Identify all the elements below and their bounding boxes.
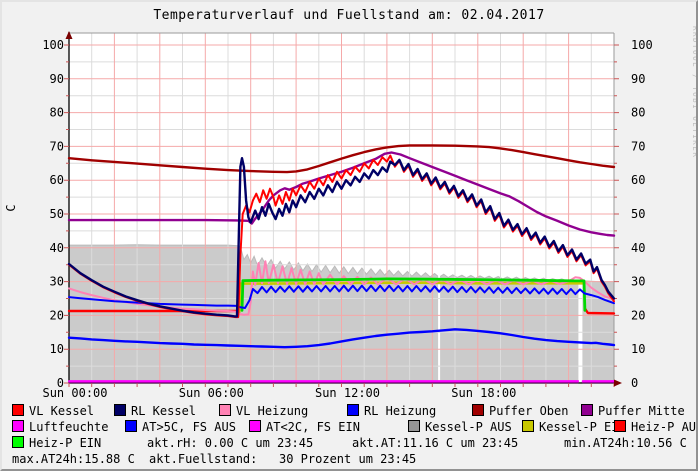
legend-label: VL Kessel	[29, 404, 95, 418]
y-axis-unit-label: C	[4, 204, 18, 211]
legend-item-heiz-p-ein: Heiz-P EIN	[12, 436, 101, 451]
legend-row-2: Luftfeuchte AT>5C, FS AUS AT<2C, FS EIN Kes…	[2, 420, 696, 436]
legend-item-kessel-p-ein: Kessel-P EIN	[522, 420, 626, 435]
y-tick-label-right: 90	[631, 72, 645, 86]
y-tick-label-right: 70	[631, 139, 645, 153]
legend-label: akt.Fuellstand:	[149, 452, 258, 466]
series-rl-kessel	[67, 156, 616, 318]
legend-label: VL Heizung	[236, 404, 309, 418]
stat-akt-rh-0-00-c-um-23-45: akt.rH: 0.00 C um 23:45	[147, 436, 313, 451]
legend-swatch-rl-kessel	[114, 404, 126, 416]
legend: VL Kessel RL Kessel VL Heizung RL Heizung Pu…	[2, 400, 696, 469]
legend-row-3: Heiz-P EIN akt.rH: 0.00 C um 23:45 akt.AT:…	[2, 436, 696, 452]
y-tick-label-left: 70	[50, 139, 64, 153]
legend-item-rl-kessel: RL Kessel	[114, 404, 196, 419]
legend-swatch-kessel-p-aus	[408, 420, 420, 432]
y-tick-label-left: 20	[50, 308, 64, 322]
stat-30-prozent-um-23-45: 30 Prozent um 23:45	[279, 452, 416, 467]
y-tick-label-right: 50	[631, 207, 645, 221]
legend-label: Heiz-P EIN	[29, 436, 102, 450]
axis-ticks	[64, 44, 619, 387]
legend-label: Kessel-P EIN	[539, 420, 626, 434]
y-tick-label-left: 50	[50, 207, 64, 221]
legend-label: 30 Prozent um 23:45	[279, 452, 417, 466]
y-tick-label-left: 0	[57, 376, 64, 390]
y-tick-label-right: 10	[631, 342, 645, 356]
y-tick-label-left: 40	[50, 241, 64, 255]
legend-item-kessel-p-aus: Kessel-P AUS	[408, 420, 512, 435]
legend-swatch-heiz-p-aus	[614, 420, 626, 432]
legend-label: AT>5C, FS AUS	[142, 420, 236, 434]
legend-item-puffer-oben: Puffer Oben	[472, 404, 568, 419]
legend-label: Heiz-P AUS	[631, 420, 698, 434]
x-tick-label: Sun 18:00	[451, 386, 516, 400]
legend-label: Luftfeuchte	[29, 420, 109, 434]
legend-swatch-at-5c-fs-aus	[125, 420, 137, 432]
y-tick-label-right: 100	[631, 38, 653, 52]
y-tick-label-right: 80	[631, 106, 645, 120]
legend-swatch-vl-kessel	[12, 404, 24, 416]
series-puffer-oben	[67, 144, 616, 174]
legend-item-luftfeuchte: Luftfeuchte	[12, 420, 108, 435]
legend-swatch-at-2c-fs-ein	[249, 420, 261, 432]
y-tick-label-left: 80	[50, 106, 64, 120]
y-tick-label-left: 60	[50, 173, 64, 187]
legend-item-heiz-p-aus: Heiz-P AUS	[614, 420, 698, 435]
legend-label: min.AT24h:10.56 C	[564, 436, 687, 450]
data-gap-0	[438, 264, 441, 382]
series-heiz-p-ein	[240, 277, 587, 312]
legend-swatch-rl-heizung	[347, 404, 359, 416]
legend-item-puffer-mitte: Puffer Mitte	[581, 404, 685, 419]
x-axis-arrow-icon	[614, 379, 622, 387]
legend-swatch-vl-heizung	[219, 404, 231, 416]
legend-swatch-kessel-p-ein	[522, 420, 534, 432]
y-axis-arrow-icon	[65, 31, 73, 39]
y-tick-label-right: 30	[631, 275, 645, 289]
legend-swatch-luftfeuchte	[12, 420, 24, 432]
legend-label: akt.rH: 0.00 C um 23:45	[147, 436, 314, 450]
legend-row-4: max.AT24h:15.88 C akt.Fuellstand: 30 Proze…	[2, 452, 696, 468]
stat-min-at24h-10-56-c: min.AT24h:10.56 C	[564, 436, 687, 451]
stat-max-at24h-15-88-c: max.AT24h:15.88 C	[12, 452, 135, 467]
y-tick-label-left: 100	[42, 38, 64, 52]
y-tick-label-right: 20	[631, 308, 645, 322]
watermark: RRDTOOL / TOBI OETIKER	[691, 26, 698, 158]
legend-label: RL Kessel	[131, 404, 197, 418]
series-rl-heizung	[68, 284, 615, 309]
x-tick-label: Sun 06:00	[179, 386, 244, 400]
y-tick-label-right: 0	[631, 376, 638, 390]
y-tick-label-left: 90	[50, 72, 64, 86]
legend-label: Puffer Oben	[489, 404, 569, 418]
legend-item-at-2c-fs-ein: AT<2C, FS EIN	[249, 420, 360, 435]
x-tick-label: Sun 00:00	[42, 386, 107, 400]
legend-row-1: VL Kessel RL Kessel VL Heizung RL Heizung Pu…	[2, 404, 696, 420]
chart-title: Temperaturverlauf und Fuellstand am: 02.…	[153, 8, 545, 23]
series-at-aussen	[67, 328, 616, 349]
y-tick-label-right: 60	[631, 173, 645, 187]
legend-label: AT<2C, FS EIN	[266, 420, 360, 434]
legend-label: Kessel-P AUS	[425, 420, 512, 434]
data-gap-1	[578, 270, 583, 382]
legend-label: RL Heizung	[364, 404, 437, 418]
y-tick-label-left: 30	[50, 275, 64, 289]
legend-swatch-heiz-p-ein	[12, 436, 24, 448]
y-tick-label-left: 10	[50, 342, 64, 356]
legend-swatch-puffer-oben	[472, 404, 484, 416]
y-tick-label-right: 40	[631, 241, 645, 255]
legend-label: Puffer Mitte	[598, 404, 685, 418]
x-tick-label: Sun 12:00	[315, 386, 380, 400]
legend-item-at-5c-fs-aus: AT>5C, FS AUS	[125, 420, 236, 435]
stat-akt-at-11-16-c-um-23-45: akt.AT:11.16 C um 23:45	[352, 436, 518, 451]
stat-akt-fuellstand: akt.Fuellstand:	[149, 452, 257, 467]
plot-frame	[69, 32, 615, 383]
legend-item-vl-kessel: VL Kessel	[12, 404, 94, 419]
legend-swatch-puffer-mitte	[581, 404, 593, 416]
legend-item-rl-heizung: RL Heizung	[347, 404, 436, 419]
series-puffer-mitte	[67, 151, 616, 237]
legend-label: akt.AT:11.16 C um 23:45	[352, 436, 519, 450]
legend-item-vl-heizung: VL Heizung	[219, 404, 308, 419]
legend-label: max.AT24h:15.88 C	[12, 452, 135, 466]
chart-canvas: 0 0 10 10 20 20 30 30 40 40 50 50 60 60 70 70 80 80 90 90 10…	[4, 26, 698, 400]
